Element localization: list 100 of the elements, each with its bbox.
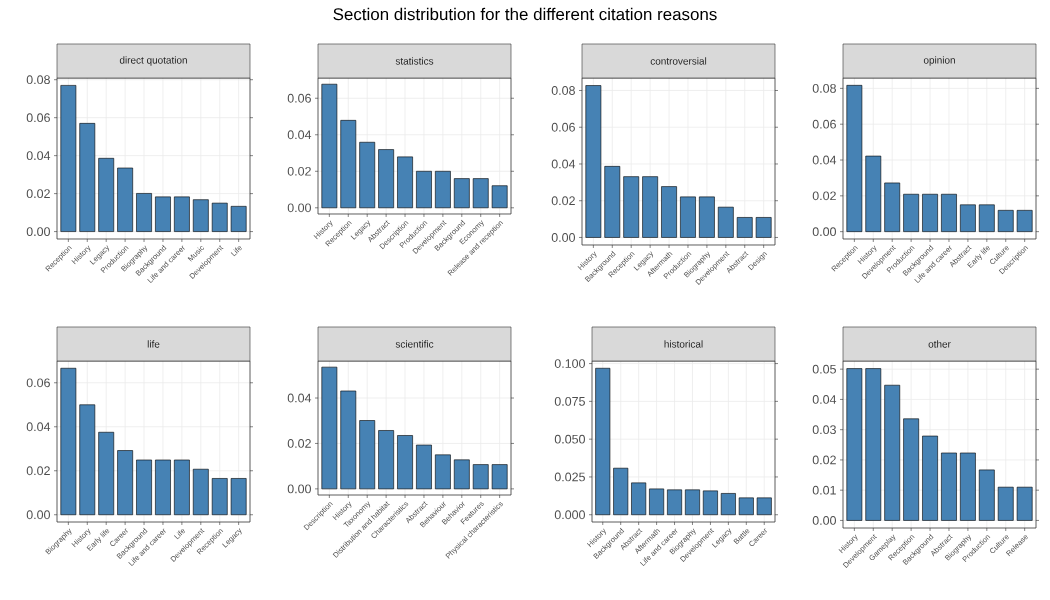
bar — [79, 404, 96, 516]
y-tick-label: 0.04 — [26, 151, 51, 161]
bar — [321, 366, 338, 490]
bar — [997, 210, 1014, 232]
bar — [435, 454, 451, 490]
bar — [136, 459, 152, 516]
y-tick-label: 0.00 — [287, 484, 311, 494]
bar — [491, 464, 508, 490]
y-tick-label: 0.025 — [554, 472, 585, 482]
bar — [642, 176, 658, 238]
y-tick-label: 0.02 — [26, 466, 50, 476]
y-tick-label: 0.075 — [554, 396, 585, 406]
y-tick-label: 0.02 — [26, 189, 50, 199]
bar — [922, 193, 938, 232]
y-tick-label: 0.04 — [551, 159, 576, 169]
bar — [472, 464, 489, 490]
chart-title: opinion — [923, 56, 955, 66]
bar — [685, 489, 700, 516]
y-tick-label: 0.01 — [812, 485, 836, 495]
y-tick-label: 0.02 — [812, 455, 836, 465]
bar — [98, 431, 115, 516]
bar — [472, 178, 489, 209]
bar — [211, 202, 228, 232]
bar — [155, 459, 171, 516]
y-tick-label: 0.02 — [287, 439, 311, 448]
bar — [60, 367, 77, 516]
chart-title: controversial — [650, 57, 707, 65]
y-tick-label: 0.06 — [287, 93, 311, 103]
bar — [978, 469, 995, 521]
bar — [941, 193, 957, 232]
bar — [397, 156, 413, 209]
bar — [960, 204, 976, 232]
y-tick-label: 0.00 — [812, 516, 836, 525]
bar — [416, 170, 432, 209]
bar — [192, 468, 209, 516]
bar — [378, 430, 394, 490]
bar — [340, 390, 357, 490]
bar — [435, 170, 451, 209]
bar — [865, 155, 882, 232]
bar — [79, 123, 96, 232]
y-tick-label: 0.04 — [26, 422, 51, 432]
bar — [604, 166, 621, 238]
bar — [359, 141, 376, 209]
bar — [756, 497, 772, 516]
y-tick-label: 0.04 — [287, 393, 312, 403]
y-tick-label: 0.02 — [287, 166, 311, 176]
bar — [211, 478, 228, 516]
y-tick-label: 0.00 — [287, 203, 311, 213]
y-tick-label: 0.00 — [26, 510, 50, 520]
y-tick-label: 0.00 — [812, 227, 836, 237]
y-tick-label: 0.00 — [26, 227, 50, 236]
bar — [922, 435, 938, 521]
bar — [136, 193, 152, 232]
bar — [416, 444, 432, 490]
bar — [903, 193, 919, 232]
y-tick-label: 0.02 — [551, 196, 575, 206]
text: Section distribution for the different citation reasons — [333, 7, 717, 21]
bar — [98, 158, 115, 232]
y-tick-label: 0.06 — [26, 378, 50, 388]
bar — [453, 178, 470, 209]
y-tick-label: 0.04 — [812, 155, 837, 165]
chart-title: historical — [664, 340, 703, 348]
bar — [699, 196, 715, 238]
bar — [174, 196, 190, 232]
bar — [717, 206, 734, 238]
bar — [1016, 210, 1033, 232]
y-tick-label: 0.050 — [554, 434, 585, 444]
bar — [117, 450, 133, 516]
bar — [340, 120, 357, 209]
bar — [649, 488, 665, 516]
y-tick-label: 0.000 — [554, 510, 585, 520]
bar — [359, 420, 376, 490]
y-tick-label: 0.04 — [287, 130, 312, 140]
bar — [117, 167, 133, 232]
bar — [321, 83, 338, 209]
bar — [884, 182, 901, 232]
bar — [631, 482, 647, 516]
y-tick-label: 0.04 — [812, 395, 837, 404]
bar — [997, 486, 1014, 521]
bar — [453, 459, 470, 490]
bar — [230, 206, 247, 232]
bar — [192, 199, 209, 232]
bar — [661, 186, 677, 238]
bar — [585, 85, 602, 238]
bar — [613, 467, 629, 516]
bar — [155, 196, 171, 232]
y-tick-label: 0.00 — [551, 233, 575, 242]
bar — [491, 185, 508, 209]
y-tick-label: 0.06 — [26, 113, 50, 123]
bar — [667, 489, 683, 516]
bar — [865, 368, 882, 521]
chart-title: life — [147, 340, 160, 348]
bar — [1016, 486, 1033, 521]
bar — [230, 478, 247, 516]
chart-title: other — [928, 340, 951, 348]
chart-title: direct quotation — [119, 56, 187, 66]
bar — [720, 493, 736, 516]
y-tick-label: 0.05 — [812, 364, 836, 374]
chart-title: statistics — [395, 57, 434, 65]
y-tick-label: 0.06 — [551, 122, 575, 132]
